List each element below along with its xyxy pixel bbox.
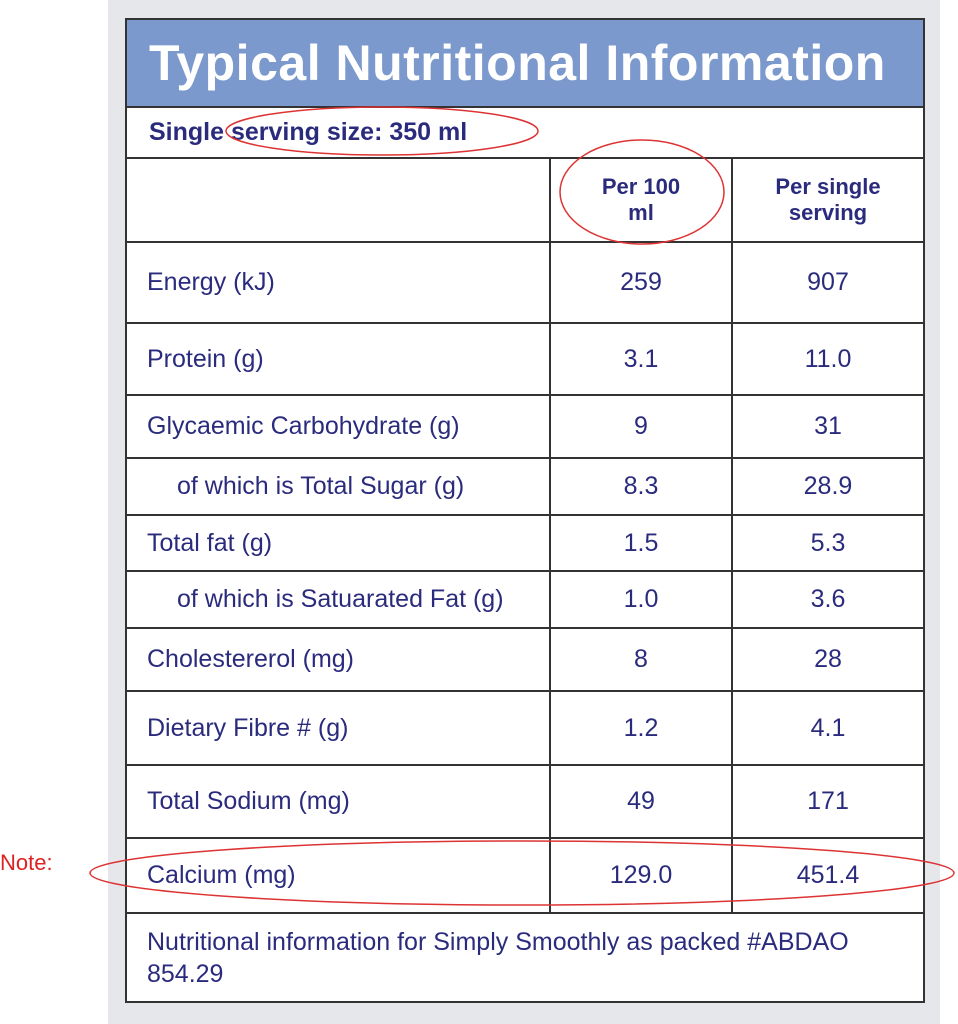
nutrient-value: 3.1 <box>549 323 732 396</box>
nutrient-value: 8.3 <box>549 458 732 516</box>
nutrient-value: 1.5 <box>549 515 732 572</box>
nutrient-label: Cholestererol (mg) <box>127 628 550 692</box>
nutrient-value: 129.0 <box>549 838 732 914</box>
nutrient-value: 49 <box>549 765 732 839</box>
nutrient-value: 8 <box>549 628 732 692</box>
annotation: Note: <box>0 850 53 875</box>
nutrient-label: Glycaemic Carbohydrate (g) <box>127 395 550 459</box>
table-row: Energy (kJ) 259 907 <box>127 242 923 324</box>
nutrient-value: 5.3 <box>731 515 923 572</box>
table-row: Total Sodium (mg) 49 171 <box>127 765 923 839</box>
nutrient-label: Dietary Fibre # (g) <box>127 691 550 766</box>
nutrient-value: 4.1 <box>731 691 923 766</box>
nutrient-label: Total Sodium (mg) <box>127 765 550 839</box>
table-row: of which is Satuarated Fat (g) 1.0 3.6 <box>127 571 923 629</box>
header-cell <box>127 159 550 243</box>
nutrient-value: 451.4 <box>731 838 923 914</box>
nutrient-label: of which is Total Sugar (g) <box>127 458 550 516</box>
nutrient-value: 1.2 <box>549 691 732 766</box>
nutrient-value: 31 <box>731 395 923 459</box>
serving-size: Single serving size: 350 ml <box>127 108 923 159</box>
table-row: Total fat (g) 1.5 5.3 <box>127 515 923 572</box>
nutrition-table: Per 100 ml Per single serving Energy (kJ… <box>127 159 923 914</box>
nutrient-label: of which is Satuarated Fat (g) <box>127 571 550 629</box>
table-row: Glycaemic Carbohydrate (g) 9 31 <box>127 395 923 459</box>
header-cell: Per 100 ml <box>549 159 732 243</box>
nutrient-value: 28 <box>731 628 923 692</box>
nutrient-label: Total fat (g) <box>127 515 550 572</box>
nutrient-value: 1.0 <box>549 571 732 629</box>
table-row: of which is Total Sugar (g) 8.3 28.9 <box>127 458 923 516</box>
nutrient-value: 171 <box>731 765 923 839</box>
footnote: Nutritional information for Simply Smoot… <box>147 928 849 988</box>
table-row: Cholestererol (mg) 8 28 <box>127 628 923 692</box>
nutrient-value: 3.6 <box>731 571 923 629</box>
header-text: Per 100 ml <box>601 174 681 225</box>
nutrient-value: 28.9 <box>731 458 923 516</box>
nutrition-panel: Typical Nutritional Information Single s… <box>125 18 925 1003</box>
nutrient-value: 11.0 <box>731 323 923 396</box>
nutrient-label: Calcium (mg) <box>127 838 550 914</box>
nutrient-value: 9 <box>549 395 732 459</box>
title: Typical Nutritional Information <box>127 20 923 108</box>
table-row: Protein (g) 3.1 11.0 <box>127 323 923 396</box>
table-row: Dietary Fibre # (g) 1.2 4.1 <box>127 691 923 766</box>
nutrient-label: Energy (kJ) <box>127 242 550 324</box>
nutrient-label: Protein (g) <box>127 323 550 396</box>
header-text: Per single serving <box>775 174 881 225</box>
header-row: Per 100 ml Per single serving <box>127 159 923 243</box>
header-cell: Per single serving <box>731 159 923 243</box>
nutrient-value: 907 <box>731 242 923 324</box>
nutrient-value: 259 <box>549 242 732 324</box>
table-row: Calcium (mg) 129.0 451.4 <box>127 838 923 914</box>
